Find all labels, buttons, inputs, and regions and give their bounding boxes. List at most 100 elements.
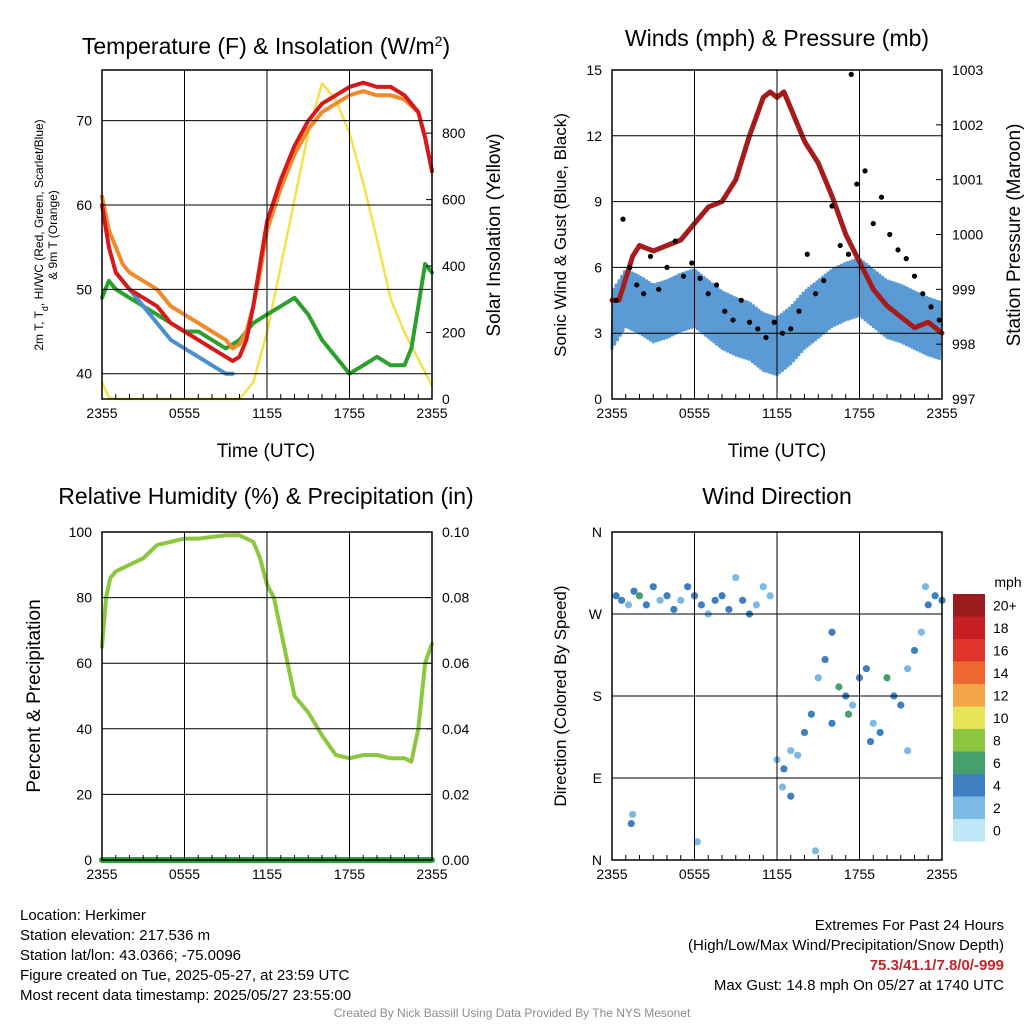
- temp-xtick-1155: 1155: [252, 405, 282, 421]
- winds-y2tick-1000: 1000: [952, 227, 983, 243]
- temp-title-sup: 2: [435, 33, 443, 49]
- gust-point: [812, 291, 819, 297]
- extremes-subtitle: (High/Low/Max Wind/Precipitation/Snow De…: [688, 937, 1004, 954]
- rh-ytick-60: 60: [76, 655, 92, 671]
- gust-point: [788, 326, 794, 332]
- latlon-text: Station lat/lon: 43.0366; -75.0096: [20, 947, 242, 964]
- gust-point: [903, 256, 909, 262]
- rh-y2tick-0.02: 0.02: [442, 786, 469, 802]
- winds-ytick-12: 12: [586, 128, 602, 144]
- gust-point: [928, 304, 934, 310]
- direction-point: [917, 628, 925, 636]
- gust-point: [722, 308, 728, 314]
- direction-point: [752, 601, 760, 609]
- dir-xtick-2355: 2355: [926, 866, 957, 882]
- rh-xtick-2355: 2355: [86, 866, 117, 882]
- temp-ylabel-c: , HI/WC (Red, Green, Scarlet/Blue): [32, 119, 46, 306]
- legend-swatch-0: [953, 819, 985, 842]
- winds-xtick-0555: 0555: [679, 405, 710, 421]
- gust-point: [848, 71, 854, 77]
- direction-point: [627, 819, 635, 828]
- direction-point: [630, 587, 638, 595]
- direction-point: [697, 601, 705, 609]
- direction-point: [642, 601, 650, 609]
- legend-swatch-8: [953, 729, 985, 752]
- temp-y2tick-400: 400: [442, 258, 466, 274]
- rh-y2tick-0.04: 0.04: [442, 721, 469, 737]
- rh-ytick-0: 0: [84, 852, 92, 868]
- direction-point: [828, 719, 836, 727]
- direction-point: [732, 573, 740, 582]
- rh-ytick-80: 80: [76, 590, 92, 606]
- gust-point: [771, 319, 777, 325]
- winds-y2tick-999: 999: [952, 281, 976, 297]
- legend-swatch-14: [953, 661, 985, 684]
- series-wind: [610, 257, 943, 377]
- gust-point: [697, 275, 703, 281]
- legend-swatch-2: [953, 796, 985, 819]
- temp-ytick-60: 60: [76, 197, 92, 213]
- direction-point: [711, 596, 719, 604]
- legend-label-6: 6: [993, 755, 1001, 771]
- dir-ytick-N: N: [592, 524, 602, 540]
- elevation-text: Station elevation: 217.536 m: [20, 927, 211, 944]
- direction-point: [821, 655, 829, 664]
- temp-ylabel-right: Solar Insolation (Yellow): [484, 133, 505, 336]
- gust-point: [796, 308, 802, 314]
- direction-point: [807, 710, 815, 718]
- extremes-title: Extremes For Past 24 Hours: [814, 917, 1004, 934]
- direction-point: [670, 605, 678, 614]
- series-dewpoint: [100, 262, 434, 376]
- gust-point: [854, 181, 860, 187]
- extremes-info: Extremes For Past 24 Hours (High/Low/Max…: [688, 916, 1004, 996]
- direction-point: [656, 596, 664, 604]
- direction-point: [931, 592, 939, 600]
- extremes-values: 75.3/41.1/7.8/0/-999: [869, 957, 1004, 974]
- gust-point: [738, 297, 744, 303]
- direction-point: [778, 783, 787, 791]
- legend-swatch-10: [953, 706, 985, 729]
- direction-point: [862, 665, 870, 673]
- legend-label-18: 18: [993, 620, 1009, 636]
- direction-point: [725, 605, 733, 614]
- direction-point: [876, 728, 884, 737]
- winds-y2tick-1001: 1001: [952, 172, 983, 188]
- winds-y2tick-997: 997: [952, 391, 976, 407]
- winds-ytick-6: 6: [594, 259, 602, 275]
- legend-label-10: 10: [993, 710, 1009, 726]
- gust-point: [845, 251, 852, 257]
- legend-label-8: 8: [993, 732, 1001, 748]
- direction-point: [787, 792, 795, 800]
- legend-title: mph: [994, 574, 1021, 590]
- rh-title: Relative Humidity (%) & Precipitation (i…: [58, 483, 473, 509]
- gust-point: [829, 203, 835, 209]
- direction-point: [693, 838, 701, 846]
- direction-point: [677, 596, 685, 604]
- temp-xtick-2355: 2355: [86, 405, 117, 421]
- created-text: Figure created on Tue, 2025-05-27, at 23…: [20, 967, 350, 984]
- temp-ylabel-line2: & 9m T (Orange): [46, 190, 60, 280]
- direction-point: [844, 710, 853, 718]
- credit-text: Created By Nick Bassill Using Data Provi…: [333, 1006, 691, 1020]
- direction-point: [921, 583, 930, 591]
- direction-point: [624, 601, 633, 609]
- temp-ytick-50: 50: [76, 281, 92, 297]
- winds-ytick-0: 0: [594, 391, 602, 407]
- direction-point: [663, 592, 671, 600]
- direction-point: [869, 719, 877, 727]
- temp-ytick-70: 70: [76, 113, 92, 129]
- winds-ylabel-right: Station Pressure (Maroon): [1004, 124, 1024, 347]
- direction-point: [649, 583, 657, 591]
- direction-point: [718, 592, 726, 600]
- legend-label-12: 12: [993, 687, 1009, 703]
- gust-point: [920, 291, 926, 297]
- gust-point: [804, 251, 810, 257]
- gust-point: [689, 260, 695, 266]
- temp-title: Temperature (F) & Insolation (W/m2): [82, 33, 450, 59]
- direction-point: [684, 583, 692, 591]
- legend-swatch-18: [953, 616, 985, 639]
- direction-point: [780, 765, 788, 773]
- winds-ytick-3: 3: [594, 325, 602, 341]
- gust-point: [870, 220, 876, 227]
- recent-text: Most recent data timestamp: 2025/05/27 2…: [20, 987, 352, 1004]
